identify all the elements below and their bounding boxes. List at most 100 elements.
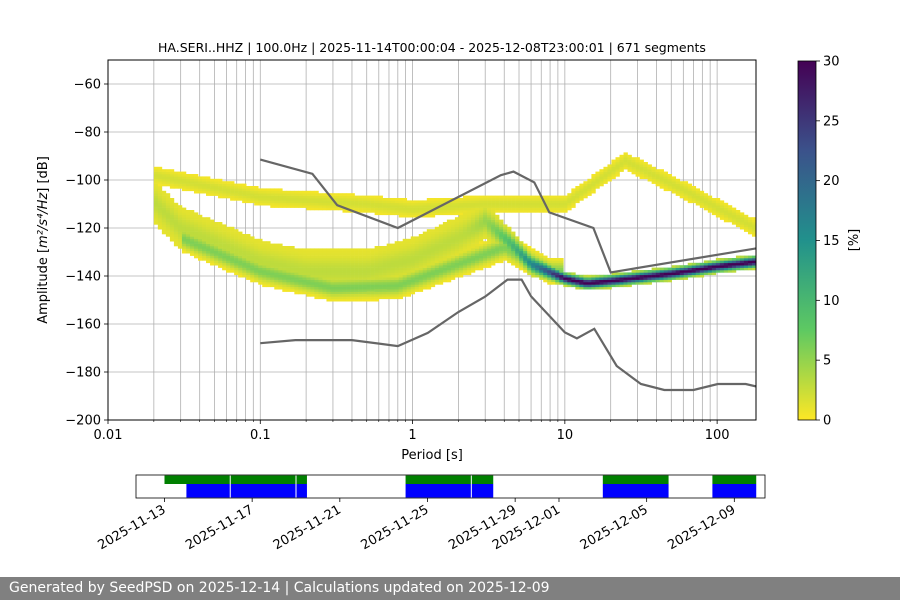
density-cell (206, 258, 211, 261)
density-cell (479, 267, 484, 271)
density-cell (157, 186, 163, 189)
density-cell (238, 195, 243, 199)
density-cell (487, 224, 492, 228)
density-cell (286, 279, 291, 283)
density-cell (607, 277, 612, 280)
density-cell (683, 186, 689, 189)
density-cell (723, 202, 729, 206)
density-cell (258, 246, 263, 249)
density-cell (193, 253, 199, 256)
density-cell (659, 279, 664, 283)
density-cell (559, 202, 564, 206)
density-cell (579, 274, 584, 278)
density-cell (230, 267, 235, 271)
density-cell (298, 190, 303, 194)
density-cell (623, 272, 628, 276)
density-cell (450, 265, 456, 268)
density-cell (547, 205, 552, 208)
density-cell (362, 267, 367, 271)
density-cell (735, 212, 741, 216)
density-cell (398, 214, 404, 218)
density-cell (731, 219, 737, 223)
density-cell (414, 212, 420, 216)
density-cell (723, 265, 729, 268)
density-cell (458, 207, 464, 211)
density-cell (438, 243, 444, 247)
density-cell (246, 277, 251, 280)
density-cell (294, 253, 299, 256)
density-cell (302, 282, 307, 285)
density-cell (430, 236, 436, 240)
density-cell (503, 205, 508, 208)
density-cell (667, 181, 672, 184)
density-cell (370, 274, 375, 278)
density-cell (603, 176, 608, 180)
density-cell (410, 289, 416, 292)
density-cell (575, 200, 580, 204)
density-cell (430, 241, 436, 244)
density-cell (330, 284, 335, 288)
density-cell (318, 289, 323, 292)
density-cell (679, 267, 685, 271)
density-cell (250, 198, 255, 201)
density-cell (242, 238, 247, 242)
density-cell (382, 246, 387, 249)
density-cell (210, 190, 215, 194)
density-cell (619, 279, 624, 283)
density-cell (595, 183, 600, 187)
density-cell (446, 260, 452, 264)
density-cell (474, 267, 480, 271)
density-cell (330, 272, 335, 276)
density-cell (422, 265, 428, 268)
density-cell (338, 291, 343, 295)
density-cell (442, 267, 448, 271)
density-cell (193, 217, 199, 220)
density-cell (153, 183, 159, 187)
density-cell (567, 282, 572, 285)
density-cell (362, 250, 367, 254)
density-cell (418, 200, 424, 204)
density-cell (378, 205, 383, 208)
density-cell (314, 253, 319, 256)
density-cell (739, 255, 745, 259)
density-cell (366, 272, 371, 276)
density-cell (539, 255, 544, 259)
density-cell (181, 238, 187, 242)
density-cell (274, 286, 279, 290)
density-cell (511, 238, 516, 242)
density-cell (511, 202, 516, 206)
density-cell (507, 255, 512, 259)
density-cell (579, 195, 584, 199)
density-cell (322, 279, 327, 283)
density-cell (474, 212, 480, 216)
density-cell (739, 222, 745, 225)
density-cell (374, 210, 379, 213)
density-cell (466, 195, 472, 199)
density-cell (322, 205, 327, 208)
density-cell (479, 226, 484, 230)
density-cell (454, 234, 460, 237)
density-cell (222, 181, 227, 184)
density-cell (306, 205, 311, 208)
density-cell (671, 267, 677, 271)
density-cell (358, 289, 363, 292)
density-cell (370, 207, 375, 211)
density-cell (426, 198, 432, 201)
density-cell (462, 241, 468, 244)
density-cell (751, 229, 756, 232)
density-cell (426, 270, 432, 273)
density-cell (531, 195, 536, 199)
density-cell (491, 226, 496, 230)
density-cell (193, 234, 199, 237)
density-cell (531, 267, 536, 271)
density-cell (595, 176, 600, 180)
density-cell (523, 243, 528, 247)
density-cell (727, 265, 733, 268)
density-cell (695, 274, 701, 278)
density-cell (438, 250, 444, 254)
density-cell (294, 274, 299, 278)
density-cell (663, 274, 668, 278)
density-cell (266, 262, 271, 266)
density-cell (458, 250, 464, 254)
density-cell (350, 298, 355, 302)
